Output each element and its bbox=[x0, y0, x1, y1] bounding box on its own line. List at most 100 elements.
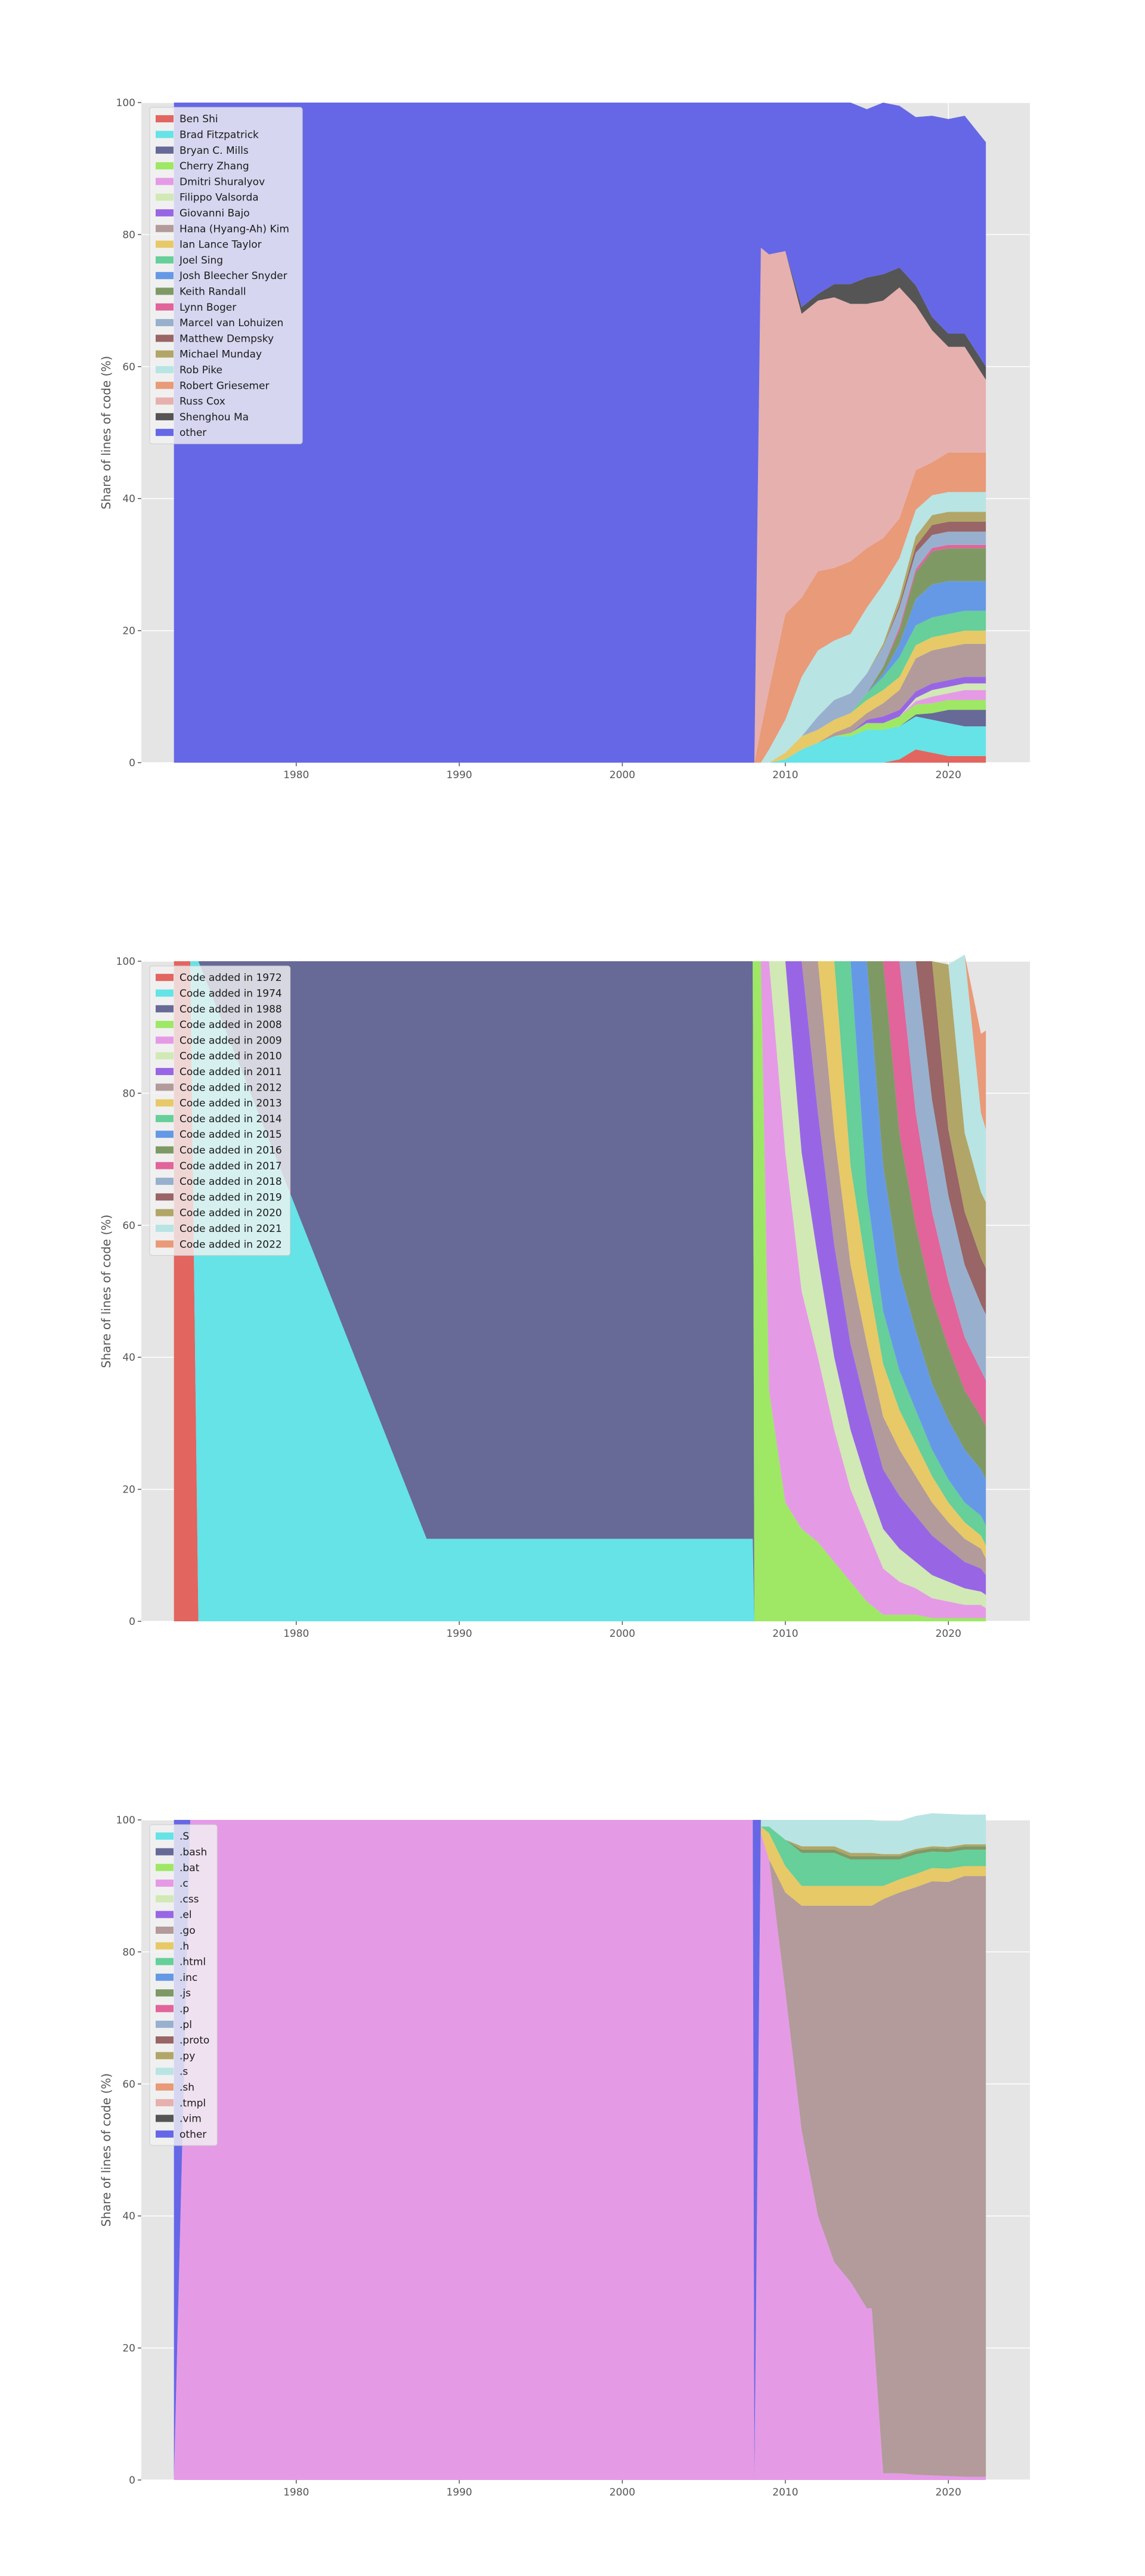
legend-entry: Code added in 1974 bbox=[180, 987, 282, 999]
x-tick-label: 1980 bbox=[283, 769, 309, 781]
legend-swatch bbox=[156, 2130, 174, 2138]
legend-frame bbox=[149, 1824, 218, 2146]
legend-entry: Code added in 2019 bbox=[180, 1191, 282, 1203]
legend-swatch bbox=[156, 1021, 174, 1029]
area-series-21 bbox=[174, 103, 986, 763]
legend-entry: other bbox=[180, 427, 206, 439]
legend-entry: Shenghou Ma bbox=[180, 411, 249, 423]
y-tick-label: 20 bbox=[122, 626, 135, 637]
x-tick-label: 2020 bbox=[936, 2487, 961, 2498]
area-series-4 bbox=[174, 1820, 986, 2480]
legend-swatch bbox=[156, 429, 174, 436]
legend-entry: Bryan C. Mills bbox=[180, 145, 249, 157]
legend-swatch bbox=[156, 1895, 174, 1903]
legend-entry: .S bbox=[180, 1831, 189, 1843]
area-series-1 bbox=[174, 749, 986, 763]
x-tick-label: 2010 bbox=[772, 769, 798, 781]
legend-entry: .proto bbox=[180, 2035, 209, 2046]
legend-swatch bbox=[156, 256, 174, 264]
y-tick-label: 20 bbox=[122, 1484, 135, 1496]
legend-entry: Dmitri Shuralyov bbox=[180, 176, 265, 188]
legend-entry: .el bbox=[180, 1909, 192, 1921]
legend-entry: Code added in 2011 bbox=[180, 1066, 282, 1078]
legend-entry: Russ Cox bbox=[180, 396, 225, 408]
legend-swatch bbox=[156, 1926, 174, 1934]
legend: Ben Shi Brad Fitzpatrick Bryan C. Mills Che… bbox=[149, 107, 303, 444]
legend-swatch bbox=[156, 2020, 174, 2028]
legend-swatch bbox=[156, 2083, 174, 2091]
legend-swatch bbox=[156, 240, 174, 248]
legend-entry: Code added in 2008 bbox=[180, 1019, 282, 1031]
y-tick-label: 20 bbox=[122, 2343, 135, 2355]
legend-entry: .inc bbox=[180, 1972, 197, 1984]
legend-swatch bbox=[156, 382, 174, 389]
legend-swatch bbox=[156, 2067, 174, 2075]
legend-swatch bbox=[156, 1099, 174, 1107]
legend-entry: Code added in 2010 bbox=[180, 1051, 282, 1063]
x-tick-label: 1980 bbox=[283, 2487, 309, 2498]
legend-entry: .go bbox=[180, 1925, 196, 1937]
legend-swatch bbox=[156, 272, 174, 280]
legend-swatch bbox=[156, 350, 174, 358]
legend-entry: Rob Pike bbox=[180, 364, 222, 376]
legend-swatch bbox=[156, 1942, 174, 1950]
x-tick-label: 2000 bbox=[609, 769, 635, 781]
legend-swatch bbox=[156, 1240, 174, 1248]
legend-swatch bbox=[156, 2036, 174, 2044]
legend-swatch bbox=[156, 1162, 174, 1169]
legend-swatch bbox=[156, 366, 174, 373]
legend-entry: Cherry Zhang bbox=[180, 160, 249, 172]
legend-entry: Filippo Valsorda bbox=[180, 192, 259, 204]
y-tick-label: 80 bbox=[122, 229, 135, 241]
legend-swatch bbox=[156, 1911, 174, 1918]
legend-swatch bbox=[156, 146, 174, 154]
legend-swatch bbox=[156, 193, 174, 201]
y-tick-label: 40 bbox=[122, 493, 135, 505]
legend-entry: Hana (Hyang-Ah) Kim bbox=[180, 223, 289, 235]
legend-swatch bbox=[156, 2099, 174, 2107]
legend-entry: .py bbox=[180, 2050, 195, 2062]
area-series-2 bbox=[174, 961, 986, 1621]
y-tick-label: 40 bbox=[122, 1352, 135, 1364]
y-axis-label: Share of lines of code (%) bbox=[99, 1215, 113, 1368]
area-series-3 bbox=[174, 961, 986, 1621]
x-tick-label: 2010 bbox=[772, 2487, 798, 2498]
legend-entry: Code added in 1988 bbox=[180, 1004, 282, 1015]
area-series-8 bbox=[174, 1820, 986, 2480]
legend-swatch bbox=[156, 1880, 174, 1887]
legend-swatch bbox=[156, 1863, 174, 1871]
chart-1: 0 20 40 60 80 100 1980 1990 2000 2010 2020 Share of… bbox=[99, 97, 1030, 781]
y-tick-label: 100 bbox=[116, 1815, 135, 1826]
legend-swatch bbox=[156, 303, 174, 311]
legend-entry: .vim bbox=[180, 2113, 202, 2125]
legend-entry: Code added in 2022 bbox=[180, 1239, 282, 1250]
legend-swatch bbox=[156, 1005, 174, 1013]
area-series-19 bbox=[174, 247, 986, 763]
x-tick-label: 2000 bbox=[609, 1628, 635, 1640]
y-tick-label: 0 bbox=[129, 1616, 135, 1628]
legend-swatch bbox=[156, 974, 174, 982]
legend-entry: Code added in 2013 bbox=[180, 1098, 282, 1110]
legend-entry: .sh bbox=[180, 2082, 194, 2094]
legend-swatch bbox=[156, 2114, 174, 2122]
legend-swatch bbox=[156, 178, 174, 185]
legend-entry: .pl bbox=[180, 2019, 192, 2031]
legend-swatch bbox=[156, 2005, 174, 2012]
legend-entry: .p bbox=[180, 2003, 189, 2015]
x-tick-label: 1990 bbox=[446, 1628, 472, 1640]
legend-entry: Code added in 2020 bbox=[180, 1208, 282, 1219]
y-axis-label: Share of lines of code (%) bbox=[99, 2073, 113, 2227]
legend-entry: Giovanni Bajo bbox=[180, 208, 250, 219]
legend-entry: other bbox=[180, 2129, 206, 2141]
area-series-6 bbox=[174, 961, 986, 1608]
legend: .S .bash .bat .c .css .el .go .h .html .inc .js .p.… bbox=[149, 1824, 218, 2146]
area-series-7 bbox=[174, 1820, 986, 2480]
y-axis-label: Share of lines of code (%) bbox=[99, 356, 113, 509]
y-tick-label: 40 bbox=[122, 2210, 135, 2222]
legend-entry: Lynn Boger bbox=[180, 302, 236, 314]
legend-entry: Marcel van Lohuizen bbox=[180, 317, 283, 329]
legend-swatch bbox=[156, 131, 174, 138]
y-tick-label: 0 bbox=[129, 2475, 135, 2487]
legend-entry: Code added in 2015 bbox=[180, 1129, 282, 1141]
